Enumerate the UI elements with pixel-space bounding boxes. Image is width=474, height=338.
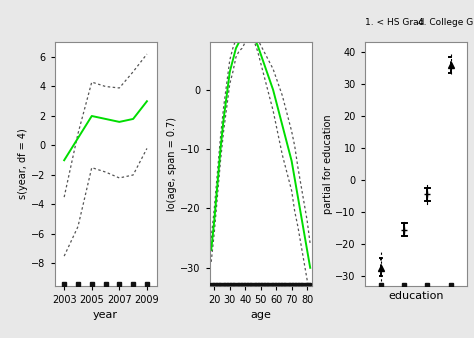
X-axis label: age: age bbox=[250, 310, 271, 320]
Y-axis label: s(year, df = 4): s(year, df = 4) bbox=[18, 128, 28, 199]
X-axis label: year: year bbox=[93, 310, 118, 320]
Y-axis label: lo(age, span = 0.7): lo(age, span = 0.7) bbox=[167, 117, 177, 211]
Y-axis label: partial for education: partial for education bbox=[322, 114, 332, 214]
X-axis label: education: education bbox=[388, 291, 444, 301]
Text: 4. College Grad: 4. College Grad bbox=[418, 18, 474, 27]
Text: 1. < HS Grad: 1. < HS Grad bbox=[365, 18, 424, 27]
